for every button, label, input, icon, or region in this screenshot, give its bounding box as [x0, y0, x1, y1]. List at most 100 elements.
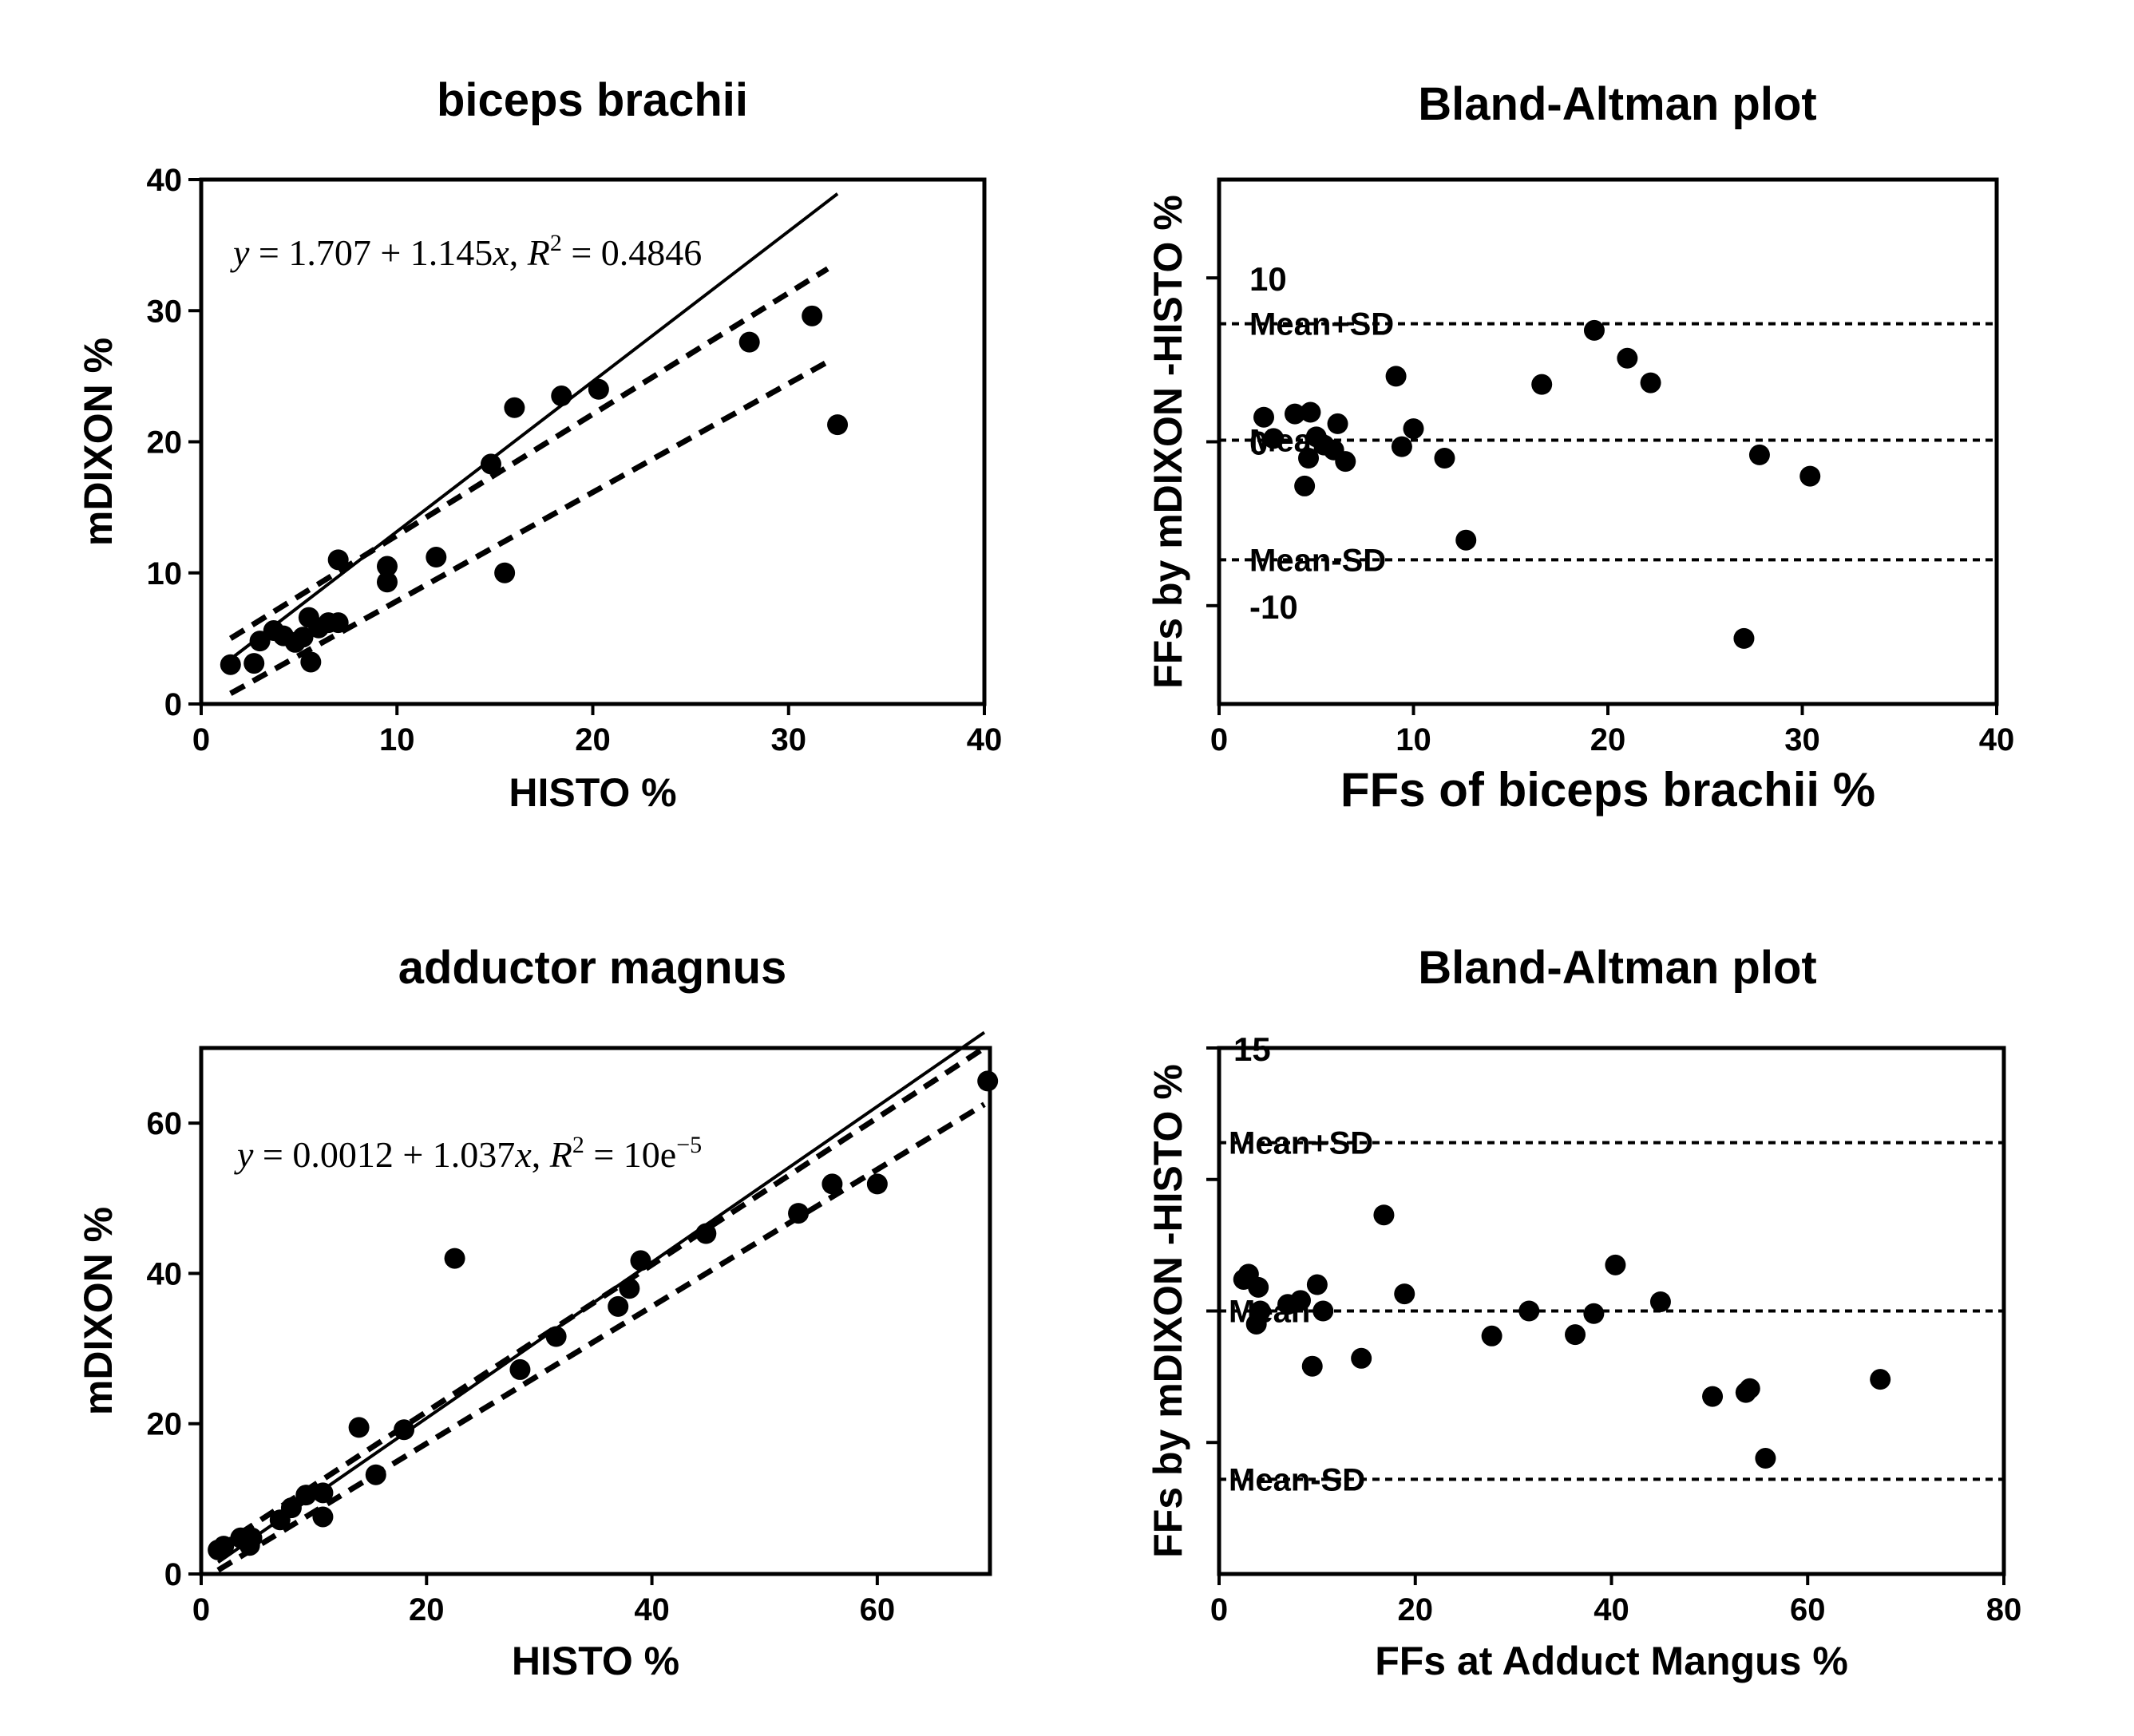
- y-tick-label: 0: [164, 1557, 182, 1592]
- data-point: [802, 305, 823, 326]
- data-point: [545, 1326, 567, 1347]
- data-point: [348, 1417, 370, 1438]
- data-point: [1748, 444, 1770, 465]
- data-point: [1294, 475, 1316, 496]
- x-tick-label: 80: [1986, 1592, 2022, 1627]
- ba-label-mean-minus-sd: Mean-SD: [1229, 1462, 1365, 1497]
- data-point: [1351, 1347, 1372, 1369]
- data-point: [738, 331, 760, 353]
- data-point: [1640, 372, 1661, 393]
- x-tick-label: 0: [1210, 722, 1228, 757]
- data-point: [1312, 1300, 1334, 1322]
- data-point: [1434, 448, 1455, 469]
- x-tick-label: 30: [771, 722, 807, 757]
- equation-lhs: y: [234, 1134, 254, 1175]
- equation-exp: −5: [676, 1132, 702, 1158]
- x-tick-label: 30: [1784, 722, 1820, 757]
- x-axis-label: FFs of biceps brachii %: [1340, 763, 1875, 817]
- data-point: [1531, 374, 1553, 395]
- y-axis-label: FFs by mDIXON -HISTO %: [1146, 1064, 1190, 1558]
- data-point: [1263, 428, 1285, 449]
- chart-title: biceps brachii: [437, 74, 748, 126]
- data-point: [1617, 347, 1638, 369]
- x-tick-label: 10: [379, 722, 415, 757]
- data-point: [1739, 1378, 1760, 1399]
- data-point: [1335, 451, 1356, 473]
- ci-lower-line: [216, 1101, 986, 1573]
- equation-rhs: = 0.0012 + 1.037: [253, 1134, 515, 1175]
- data-point: [280, 1497, 302, 1519]
- regression-line: [217, 1030, 986, 1564]
- data-point: [588, 378, 609, 400]
- data-point: [1455, 529, 1477, 551]
- data-point: [1391, 436, 1412, 457]
- data-point: [1518, 1300, 1540, 1322]
- data-point: [608, 1295, 629, 1317]
- x-tick-label: 40: [1594, 1592, 1629, 1627]
- equation-var: x: [492, 232, 509, 273]
- data-point: [480, 453, 501, 475]
- data-point: [327, 549, 349, 571]
- data-point: [376, 571, 398, 593]
- y-tick-label-zero: 0: [1249, 425, 1268, 462]
- x-tick-label: 60: [860, 1592, 896, 1627]
- equation-r: R: [549, 1134, 572, 1175]
- data-point: [376, 556, 398, 577]
- data-point: [295, 1485, 317, 1506]
- data-point: [1605, 1254, 1626, 1275]
- chart-title: Bland-Altman plot: [1418, 942, 1816, 994]
- data-point: [1253, 406, 1275, 428]
- data-point: [1385, 366, 1407, 387]
- data-point: [1799, 465, 1821, 487]
- data-point: [1870, 1369, 1891, 1390]
- y-tick-label: 20: [147, 425, 183, 461]
- data-point: [822, 1173, 843, 1195]
- x-axis-label: FFs at Adduct Mangus %: [1375, 1639, 1848, 1683]
- data-point: [1301, 1355, 1323, 1377]
- data-point: [327, 612, 349, 634]
- ci-upper-line: [228, 266, 829, 641]
- x-tick-label: 60: [1790, 1592, 1826, 1627]
- equation-lhs: y: [230, 232, 250, 273]
- y-tick-label: 40: [147, 1256, 183, 1291]
- x-tick-label: 20: [409, 1592, 445, 1627]
- y-tick-label-top: 15: [1233, 1030, 1271, 1068]
- x-axis-label: HISTO %: [509, 770, 676, 815]
- chart-panel-4: Bland-Altman plot 0 20 40 60 80 FFs at Adduct …: [1146, 942, 2021, 1683]
- y-tick-label: 10: [147, 556, 183, 591]
- equation-tail: = 10e: [584, 1134, 676, 1175]
- y-tick-label: 60: [147, 1106, 183, 1141]
- y-tick-label-bottom: -10: [1249, 588, 1298, 626]
- x-tick-label: 40: [967, 722, 1003, 757]
- data-point: [1284, 403, 1305, 425]
- data-point: [243, 653, 265, 674]
- data-point: [1327, 413, 1348, 434]
- data-point: [977, 1070, 999, 1092]
- y-tick-label: 30: [147, 294, 183, 329]
- data-point: [1755, 1448, 1776, 1469]
- y-axis-label: mDIXON %: [76, 338, 121, 546]
- data-point: [827, 414, 849, 436]
- data-point: [1248, 1276, 1269, 1298]
- ba-label-mean-plus-sd: Mean+SD: [1229, 1126, 1373, 1161]
- equation-comma: ,: [509, 232, 528, 273]
- equation-sup: 2: [550, 230, 562, 256]
- x-tick-label: 0: [1210, 1592, 1228, 1627]
- data-point: [1733, 627, 1755, 649]
- ba-label-mean-plus-sd: Mean+SD: [1249, 307, 1394, 342]
- x-tick-label: 20: [1398, 1592, 1434, 1627]
- x-tick-label: 20: [1590, 722, 1626, 757]
- y-tick-label-top: 10: [1249, 260, 1287, 298]
- data-point: [1583, 319, 1605, 341]
- data-point: [504, 397, 525, 418]
- x-tick-label: 40: [634, 1592, 670, 1627]
- chart-panel-2: Bland-Altman plot 0 10 20 30 40 FFs of biceps …: [1146, 78, 2014, 817]
- y-tick-label: 20: [147, 1407, 183, 1442]
- data-point: [220, 654, 241, 675]
- data-point: [1394, 1283, 1415, 1305]
- data-point: [394, 1419, 415, 1441]
- data-point: [788, 1203, 810, 1224]
- data-point: [312, 1482, 334, 1504]
- data-point: [300, 651, 322, 673]
- data-point: [509, 1358, 531, 1380]
